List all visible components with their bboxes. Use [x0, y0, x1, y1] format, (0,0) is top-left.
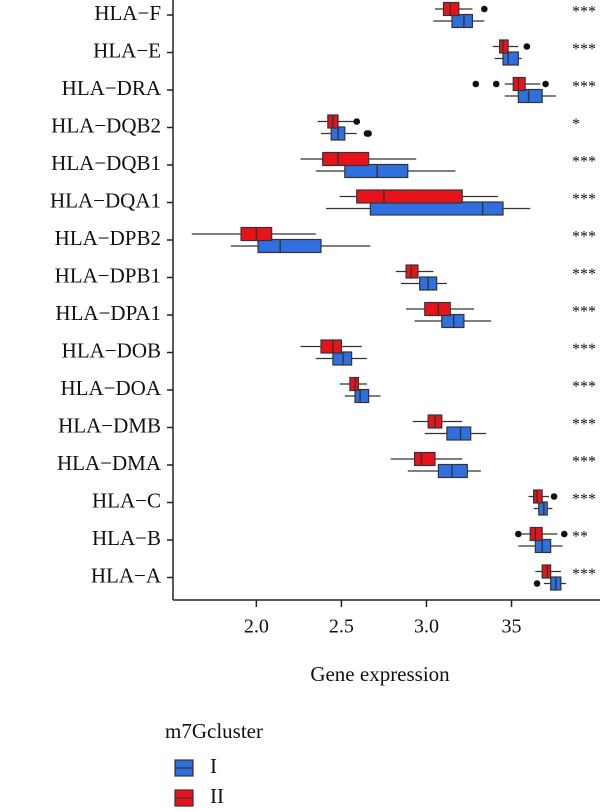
- outlier: [550, 493, 558, 500]
- significance-label: ***: [572, 491, 596, 508]
- box: [529, 526, 543, 542]
- significance-label: ***: [572, 41, 596, 58]
- y-tick-label: HLA−DQA1: [50, 188, 161, 212]
- box: [534, 538, 552, 554]
- legend-title: m7Gcluster: [165, 719, 263, 743]
- legend-label: I: [210, 754, 217, 778]
- box: [257, 238, 322, 254]
- outlier: [515, 530, 522, 538]
- box: [541, 564, 552, 579]
- significance-label: ***: [572, 154, 596, 171]
- y-tick-label: HLA−B: [92, 526, 161, 550]
- y-tick-label: HLA−DMB: [58, 413, 161, 437]
- significance-label: ***: [572, 416, 596, 433]
- outlier: [481, 5, 488, 13]
- significance-label: ***: [572, 229, 596, 246]
- significance-label: *: [572, 116, 580, 133]
- y-tick-label: HLA−DOA: [61, 376, 162, 400]
- x-tick-label: 3.0: [414, 616, 439, 638]
- y-tick-label: HLA−DPB2: [55, 226, 161, 250]
- x-tick-label: 2.0: [244, 616, 269, 638]
- box: [451, 13, 474, 29]
- box: [499, 39, 509, 54]
- x-axis-label: Gene expression: [310, 662, 450, 686]
- y-tick-label: HLA−A: [91, 563, 162, 587]
- significance-label: ***: [572, 304, 596, 321]
- y-tick-label: HLA−F: [94, 1, 161, 25]
- box: [437, 463, 468, 479]
- x-tick-label: 2.5: [329, 616, 354, 638]
- outlier: [472, 80, 480, 88]
- x-tick-label: 35: [502, 616, 522, 638]
- outlier: [523, 43, 531, 50]
- box: [344, 163, 409, 179]
- y-tick-label: HLA−DPB1: [55, 263, 161, 287]
- significance-label: ***: [572, 454, 596, 471]
- y-tick-label: HLA−DOB: [62, 338, 161, 362]
- significance-label: ***: [572, 379, 596, 396]
- box: [446, 426, 472, 441]
- y-tick-label: HLA−DMA: [57, 451, 162, 475]
- significance-label: ***: [572, 4, 596, 21]
- legend-label: II: [210, 784, 224, 808]
- outlier: [560, 530, 568, 538]
- box: [322, 151, 370, 167]
- y-tick-label: HLA−DRA: [62, 76, 162, 100]
- box: [441, 313, 465, 329]
- y-tick-label: HLA−DQB1: [51, 151, 161, 175]
- box: [354, 388, 370, 404]
- box: [356, 189, 463, 204]
- y-tick-label: HLA−DPA1: [55, 301, 161, 325]
- significance-label: ***: [572, 341, 596, 358]
- outlier: [533, 580, 541, 587]
- significance-label: ***: [572, 266, 596, 283]
- y-tick-label: HLA−E: [93, 38, 161, 62]
- box: [320, 339, 343, 354]
- significance-label: ***: [572, 566, 596, 583]
- significance-label: **: [572, 529, 588, 546]
- outlier: [492, 80, 500, 88]
- y-tick-label: HLA−DQB2: [51, 113, 161, 137]
- box: [533, 489, 543, 504]
- outlier: [542, 80, 549, 88]
- box: [424, 301, 451, 317]
- box: [538, 501, 548, 516]
- outlier: [365, 130, 372, 137]
- box: [332, 351, 353, 366]
- box: [405, 264, 419, 279]
- box: [349, 376, 360, 392]
- box: [512, 76, 526, 92]
- box: [517, 88, 543, 104]
- significance-label: ***: [572, 191, 596, 208]
- box: [442, 1, 460, 17]
- box: [413, 451, 436, 467]
- box: [502, 51, 519, 66]
- significance-label: ***: [572, 79, 596, 96]
- y-tick-label: HLA−C: [92, 488, 161, 512]
- outlier: [353, 118, 361, 125]
